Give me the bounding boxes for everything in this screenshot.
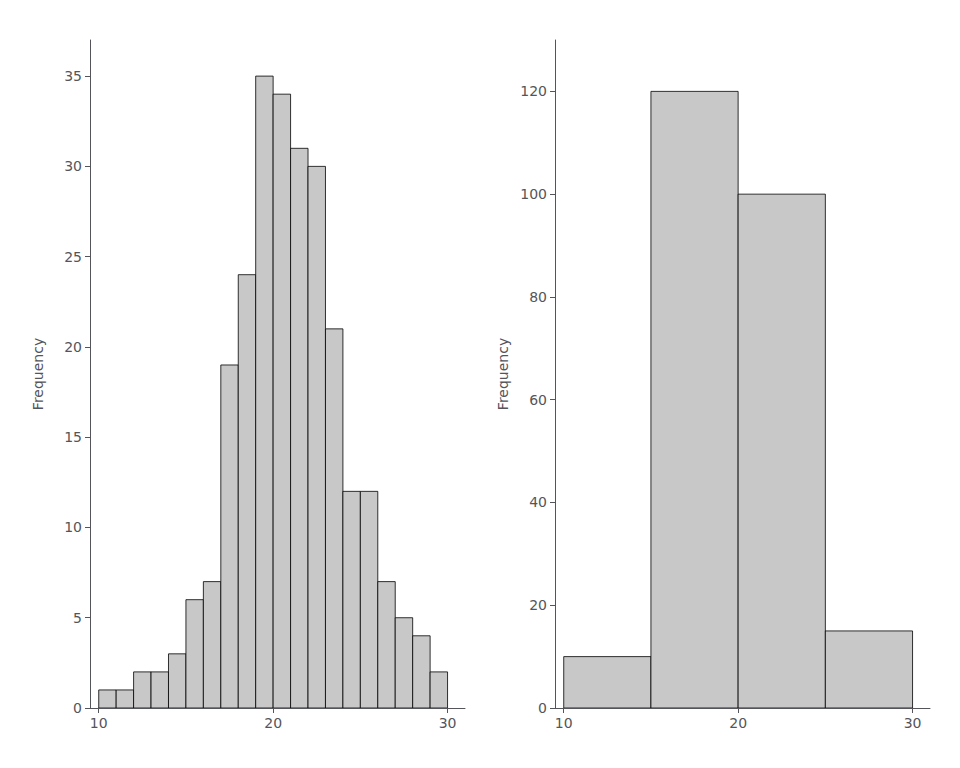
svg-text:Frequency: Frequency <box>495 338 511 410</box>
svg-text:20: 20 <box>64 339 82 355</box>
svg-text:10: 10 <box>64 519 82 535</box>
svg-text:10: 10 <box>90 715 108 731</box>
svg-text:30: 30 <box>64 158 82 174</box>
svg-text:15: 15 <box>64 429 82 445</box>
svg-text:30: 30 <box>904 715 922 731</box>
svg-text:120: 120 <box>520 83 547 99</box>
svg-text:20: 20 <box>729 715 747 731</box>
svg-text:20: 20 <box>529 597 547 613</box>
svg-text:40: 40 <box>529 494 547 510</box>
svg-text:5: 5 <box>73 610 82 626</box>
svg-text:60: 60 <box>529 392 547 408</box>
svg-text:80: 80 <box>529 289 547 305</box>
svg-text:10: 10 <box>555 715 573 731</box>
svg-text:20: 20 <box>264 715 282 731</box>
svg-text:100: 100 <box>520 186 547 202</box>
svg-text:0: 0 <box>538 700 547 716</box>
svg-text:25: 25 <box>64 249 82 265</box>
svg-text:30: 30 <box>439 715 457 731</box>
svg-text:35: 35 <box>64 68 82 84</box>
svg-text:Frequency: Frequency <box>30 338 46 410</box>
svg-text:0: 0 <box>73 700 82 716</box>
